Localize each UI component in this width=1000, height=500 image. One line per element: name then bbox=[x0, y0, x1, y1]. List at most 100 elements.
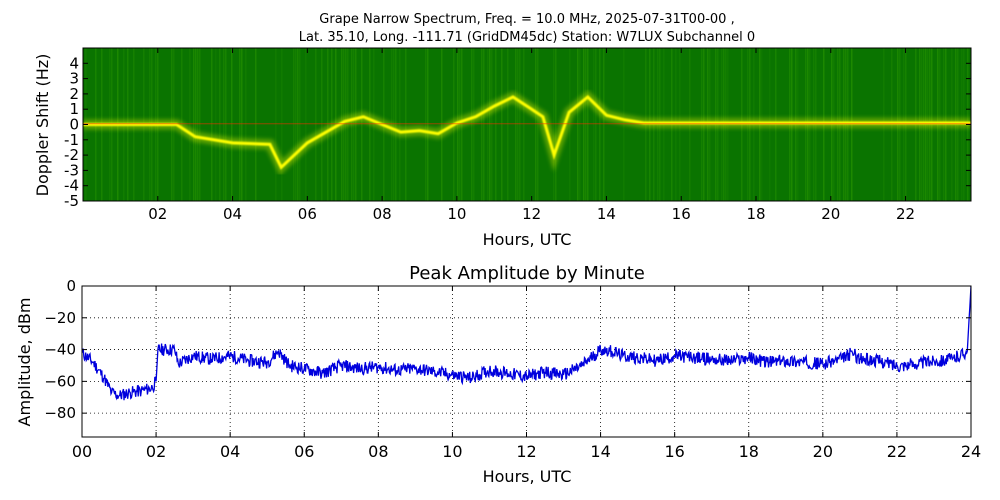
spectrum-x-tick-label: 02 bbox=[148, 205, 167, 223]
spectrum-x-tick-label: 10 bbox=[447, 205, 466, 223]
spectrum-streak bbox=[255, 48, 257, 201]
spectrum-streak bbox=[583, 48, 585, 201]
spectrum-x-axis-label: Hours, UTC bbox=[483, 230, 572, 249]
spectrum-streak bbox=[507, 48, 509, 201]
spectrum-streak bbox=[483, 48, 485, 201]
spectrum-streak bbox=[553, 48, 555, 201]
amplitude-x-tick-label: 16 bbox=[664, 442, 684, 461]
spectrum-streak bbox=[579, 48, 581, 201]
amplitude-x-tick-label: 18 bbox=[739, 442, 759, 461]
spectrum-streak bbox=[501, 48, 503, 201]
spectrum-streak bbox=[239, 48, 241, 201]
spectrum-streak bbox=[197, 48, 199, 201]
spectrum-streak bbox=[193, 48, 195, 201]
spectrum-streak bbox=[471, 48, 473, 201]
amplitude-panel: Peak Amplitude by Minute 00 02 04 06 08 10 12 1… bbox=[15, 263, 981, 486]
spectrum-x-tick-label: 16 bbox=[672, 205, 691, 223]
amplitude-y-tick-label: −80 bbox=[44, 404, 76, 422]
amplitude-x-axis: 00 02 04 06 08 10 12 14 16 18 20 22 24 bbox=[72, 286, 981, 461]
spectrum-x-tick-label: 14 bbox=[597, 205, 616, 223]
spectrum-streak bbox=[215, 48, 217, 201]
spectrum-signal-core bbox=[83, 94, 971, 170]
spectrum-streak bbox=[519, 48, 521, 201]
amplitude-x-tick-label: 08 bbox=[368, 442, 388, 461]
amplitude-x-tick-label: 14 bbox=[590, 442, 610, 461]
spectrum-streak bbox=[599, 48, 601, 201]
spectrum-x-tick-label: 06 bbox=[298, 205, 317, 223]
spectrum-streak bbox=[295, 48, 297, 201]
spectrum-streak bbox=[231, 48, 233, 201]
spectrum-streak bbox=[425, 48, 427, 201]
figure-title-line-2: Lat. 35.10, Long. -111.71 (GridDM45dc) S… bbox=[298, 30, 756, 45]
spectrum-streak bbox=[441, 48, 443, 201]
spectrum-streak bbox=[189, 48, 191, 201]
spectrum-streak bbox=[315, 48, 317, 201]
spectrum-streak bbox=[481, 48, 483, 201]
spectrum-streak bbox=[395, 48, 397, 201]
spectrum-streak bbox=[219, 48, 221, 201]
spectrum-y-tick-label: 0 bbox=[69, 116, 79, 134]
spectrum-streak bbox=[275, 48, 277, 201]
spectrum-y-tick-label: 1 bbox=[69, 100, 79, 118]
amplitude-y-tick-label: −20 bbox=[44, 309, 76, 327]
spectrum-x-tick-label: 18 bbox=[746, 205, 765, 223]
spectrum-y-tick-label: 4 bbox=[69, 54, 79, 72]
spectrum-streak bbox=[495, 48, 497, 201]
spectrum-streak bbox=[211, 48, 213, 201]
spectrum-x-tick-label: 22 bbox=[896, 205, 915, 223]
spectrum-y-tick-label: -5 bbox=[64, 192, 79, 210]
spectrum-streak bbox=[293, 48, 295, 201]
spectrum-x-tick-label: 20 bbox=[821, 205, 840, 223]
amplitude-y-tick-label: −60 bbox=[44, 372, 76, 390]
spectrum-streak bbox=[515, 48, 517, 201]
amplitude-y-axis: 0 −20 −40 −60 −80 bbox=[44, 277, 971, 422]
amplitude-x-tick-label: 12 bbox=[516, 442, 536, 461]
spectrum-streak bbox=[405, 48, 407, 201]
spectrum-streak bbox=[305, 48, 307, 201]
spectrum-streak bbox=[281, 48, 283, 201]
spectrum-x-tick-label: 04 bbox=[223, 205, 242, 223]
spectrum-y-tick-label: -3 bbox=[64, 161, 79, 179]
amplitude-series-line bbox=[82, 286, 971, 401]
spectrum-streak bbox=[535, 48, 537, 201]
spectrum-streak bbox=[399, 48, 401, 201]
spectrum-streak bbox=[577, 48, 579, 201]
spectrum-x-axis: 02 04 06 08 10 12 14 16 18 20 22 bbox=[148, 48, 915, 223]
spectrum-streak bbox=[523, 48, 525, 201]
amplitude-x-tick-label: 04 bbox=[220, 442, 240, 461]
spectrum-y-axis-label: Doppler Shift (Hz) bbox=[33, 54, 52, 197]
spectrum-streak bbox=[537, 48, 539, 201]
spectrum-streak bbox=[517, 48, 519, 201]
spectrum-y-tick-label: 3 bbox=[69, 70, 79, 88]
spectrum-x-tick-label: 12 bbox=[522, 205, 541, 223]
spectrum-streak bbox=[321, 48, 323, 201]
figure-title-line-1: Grape Narrow Spectrum, Freq. = 10.0 MHz,… bbox=[319, 12, 735, 27]
spectrum-streak bbox=[361, 48, 363, 201]
amplitude-y-axis-label: Amplitude, dBm bbox=[15, 298, 34, 427]
spectrum-streak bbox=[223, 48, 225, 201]
spectrum-streak bbox=[297, 48, 299, 201]
amplitude-y-tick-label: 0 bbox=[66, 277, 76, 295]
spectrum-streak bbox=[587, 48, 589, 201]
amplitude-x-tick-label: 20 bbox=[813, 442, 833, 461]
spectrum-streak bbox=[427, 48, 429, 201]
amplitude-y-tick-label: −40 bbox=[44, 341, 76, 359]
spectrum-streak bbox=[489, 48, 491, 201]
spectrum-streak bbox=[353, 48, 355, 201]
spectrum-y-tick-label: -2 bbox=[64, 146, 79, 164]
spectrum-streak bbox=[595, 48, 597, 201]
spectrum-y-tick-label: -4 bbox=[64, 177, 79, 195]
spectrum-signal-trace bbox=[83, 90, 971, 176]
spectrum-streak bbox=[299, 48, 301, 201]
spectrum-y-tick-label: -1 bbox=[64, 131, 79, 149]
spectrum-streak bbox=[195, 48, 197, 201]
spectrum-streak bbox=[487, 48, 489, 201]
amplitude-x-axis-label: Hours, UTC bbox=[483, 467, 572, 486]
spectrum-streak bbox=[327, 48, 329, 201]
amplitude-x-tick-label: 22 bbox=[887, 442, 907, 461]
amplitude-x-tick-label: 02 bbox=[146, 442, 166, 461]
amplitude-x-tick-label: 06 bbox=[294, 442, 314, 461]
